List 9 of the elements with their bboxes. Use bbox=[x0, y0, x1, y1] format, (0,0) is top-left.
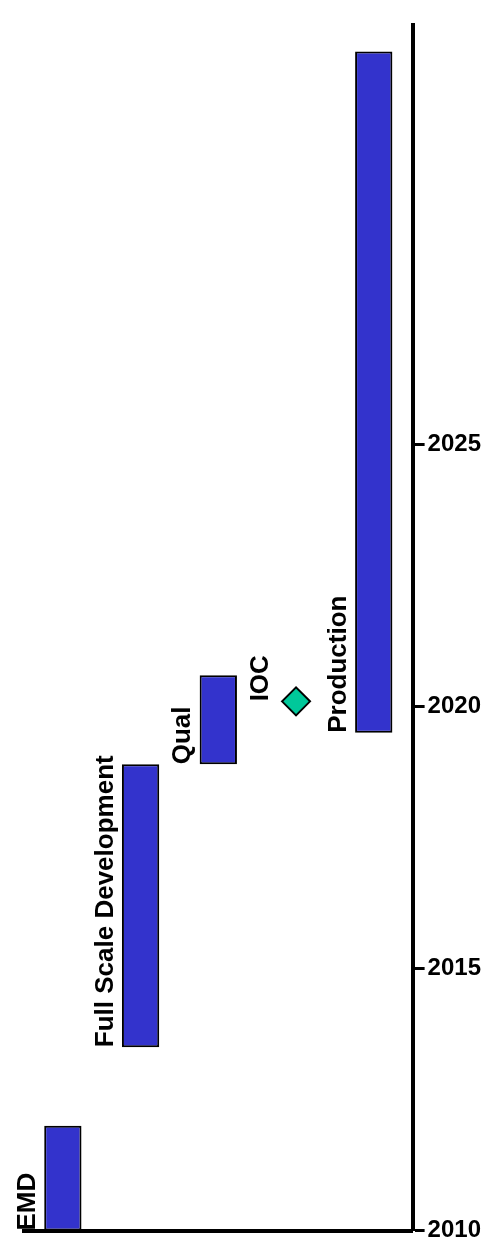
x-tick-label: IOC bbox=[244, 654, 275, 702]
x-tick-label: Qual bbox=[166, 706, 197, 765]
x-tick-label: Full Scale Development bbox=[88, 754, 119, 1048]
x-tick-label: EMD bbox=[11, 1172, 42, 1231]
y-tick-label: 2020 bbox=[427, 691, 481, 719]
y-tick-label: 2010 bbox=[427, 1215, 481, 1243]
y-tick-label: 2025 bbox=[427, 429, 481, 457]
y-tick-label: 2015 bbox=[427, 953, 481, 981]
x-tick-label: Production bbox=[321, 595, 352, 733]
